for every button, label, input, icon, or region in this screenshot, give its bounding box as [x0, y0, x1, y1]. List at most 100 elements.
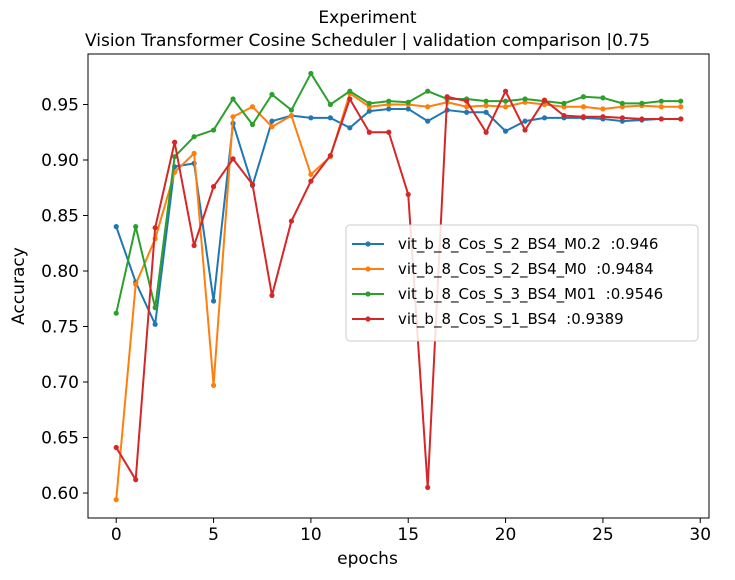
data-point [619, 100, 625, 106]
data-point [191, 134, 197, 140]
data-point [561, 113, 567, 119]
data-point [249, 121, 256, 128]
data-point [113, 444, 119, 451]
legend-entry-label: vit_b_8_Cos_S_2_BS4_M0 :0.9484 [398, 260, 654, 279]
data-point [288, 113, 295, 119]
data-point [502, 128, 509, 134]
chart-title: Experiment [318, 8, 417, 28]
data-point [327, 115, 333, 121]
data-point [658, 104, 664, 110]
data-point [113, 224, 119, 230]
legend-marker [365, 266, 371, 272]
data-point [483, 103, 489, 109]
data-point [288, 218, 295, 224]
data-point [269, 124, 275, 130]
series-line-3 [115, 72, 681, 314]
x-tick-label: 15 [397, 525, 419, 545]
data-point [483, 109, 489, 115]
data-point [425, 484, 431, 491]
data-point [308, 178, 314, 184]
y-axis-label: Accuracy [9, 247, 29, 325]
y-tick-label: 0.60 [41, 484, 79, 504]
legend-entry-label: vit_b_8_Cos_S_3_BS4_M01 :0.9546 [398, 285, 663, 304]
data-point [249, 181, 256, 188]
data-point [580, 94, 587, 100]
data-point [230, 96, 236, 102]
x-tick-label: 30 [689, 525, 711, 545]
legend-marker [365, 316, 371, 322]
data-point [308, 171, 314, 178]
y-tick-label: 0.95 [41, 96, 79, 116]
data-point [133, 281, 139, 287]
data-point [561, 100, 567, 106]
y-axis: 0.60 0.65 0.70 0.75 0.80 0.85 0.90 0.95 [41, 96, 88, 504]
data-point [191, 150, 197, 156]
data-point [600, 95, 606, 101]
legend: vit_b_8_Cos_S_2_BS4_M0.2 :0.946 vit_b_8_C… [345, 224, 699, 342]
data-point [210, 382, 217, 388]
data-point [386, 129, 392, 135]
data-point [444, 94, 450, 100]
legend-box [345, 224, 699, 342]
x-axis-label: epochs [337, 549, 398, 569]
data-point [464, 98, 470, 104]
data-point [269, 118, 275, 124]
data-point [347, 125, 353, 131]
data-point [210, 298, 217, 304]
y-tick-label: 0.75 [41, 318, 79, 338]
data-point [464, 109, 470, 115]
data-point [425, 104, 431, 110]
data-point [678, 98, 684, 104]
data-point [366, 100, 372, 106]
data-point [172, 154, 178, 160]
data-point [152, 225, 158, 231]
data-point [619, 115, 625, 121]
data-point [113, 497, 119, 503]
data-point [327, 152, 333, 159]
data-point [327, 101, 333, 108]
data-point [600, 106, 606, 112]
data-point [425, 118, 431, 124]
y-tick-label: 0.65 [41, 429, 79, 449]
data-point [113, 310, 119, 316]
data-point [347, 96, 353, 102]
x-axis: 0 5 10 15 20 25 30 [111, 518, 711, 545]
y-tick-label: 0.80 [41, 262, 79, 282]
data-point [366, 129, 372, 135]
data-point [522, 118, 528, 124]
data-point [658, 98, 664, 104]
data-point [483, 129, 489, 135]
data-point [464, 104, 470, 110]
data-point [405, 106, 411, 112]
data-point [269, 91, 275, 98]
data-point [405, 191, 411, 198]
data-point [347, 88, 353, 94]
data-point [580, 114, 587, 120]
data-point [658, 116, 664, 122]
data-point [210, 127, 217, 133]
data-point [580, 104, 587, 110]
data-point [522, 127, 528, 133]
data-point [425, 88, 431, 94]
data-point [639, 100, 645, 106]
data-point [191, 242, 197, 249]
data-point [386, 98, 392, 104]
legend-entry-label: vit_b_8_Cos_S_1_BS4 :0.9389 [398, 310, 624, 329]
legend-marker [365, 291, 371, 297]
data-point [133, 224, 139, 230]
data-point [308, 70, 314, 77]
data-point [249, 104, 256, 110]
x-tick-label: 5 [208, 525, 219, 545]
x-tick-label: 20 [495, 525, 517, 545]
data-point [405, 99, 411, 105]
legend-marker [365, 241, 371, 247]
data-point [269, 292, 275, 299]
x-tick-label: 25 [592, 525, 614, 545]
legend-entry-label: vit_b_8_Cos_S_2_BS4_M0.2 :0.946 [398, 235, 658, 254]
plot-area [87, 53, 710, 519]
series-line-2 [115, 92, 681, 500]
series-line-1 [115, 107, 681, 326]
data-point [541, 115, 548, 121]
